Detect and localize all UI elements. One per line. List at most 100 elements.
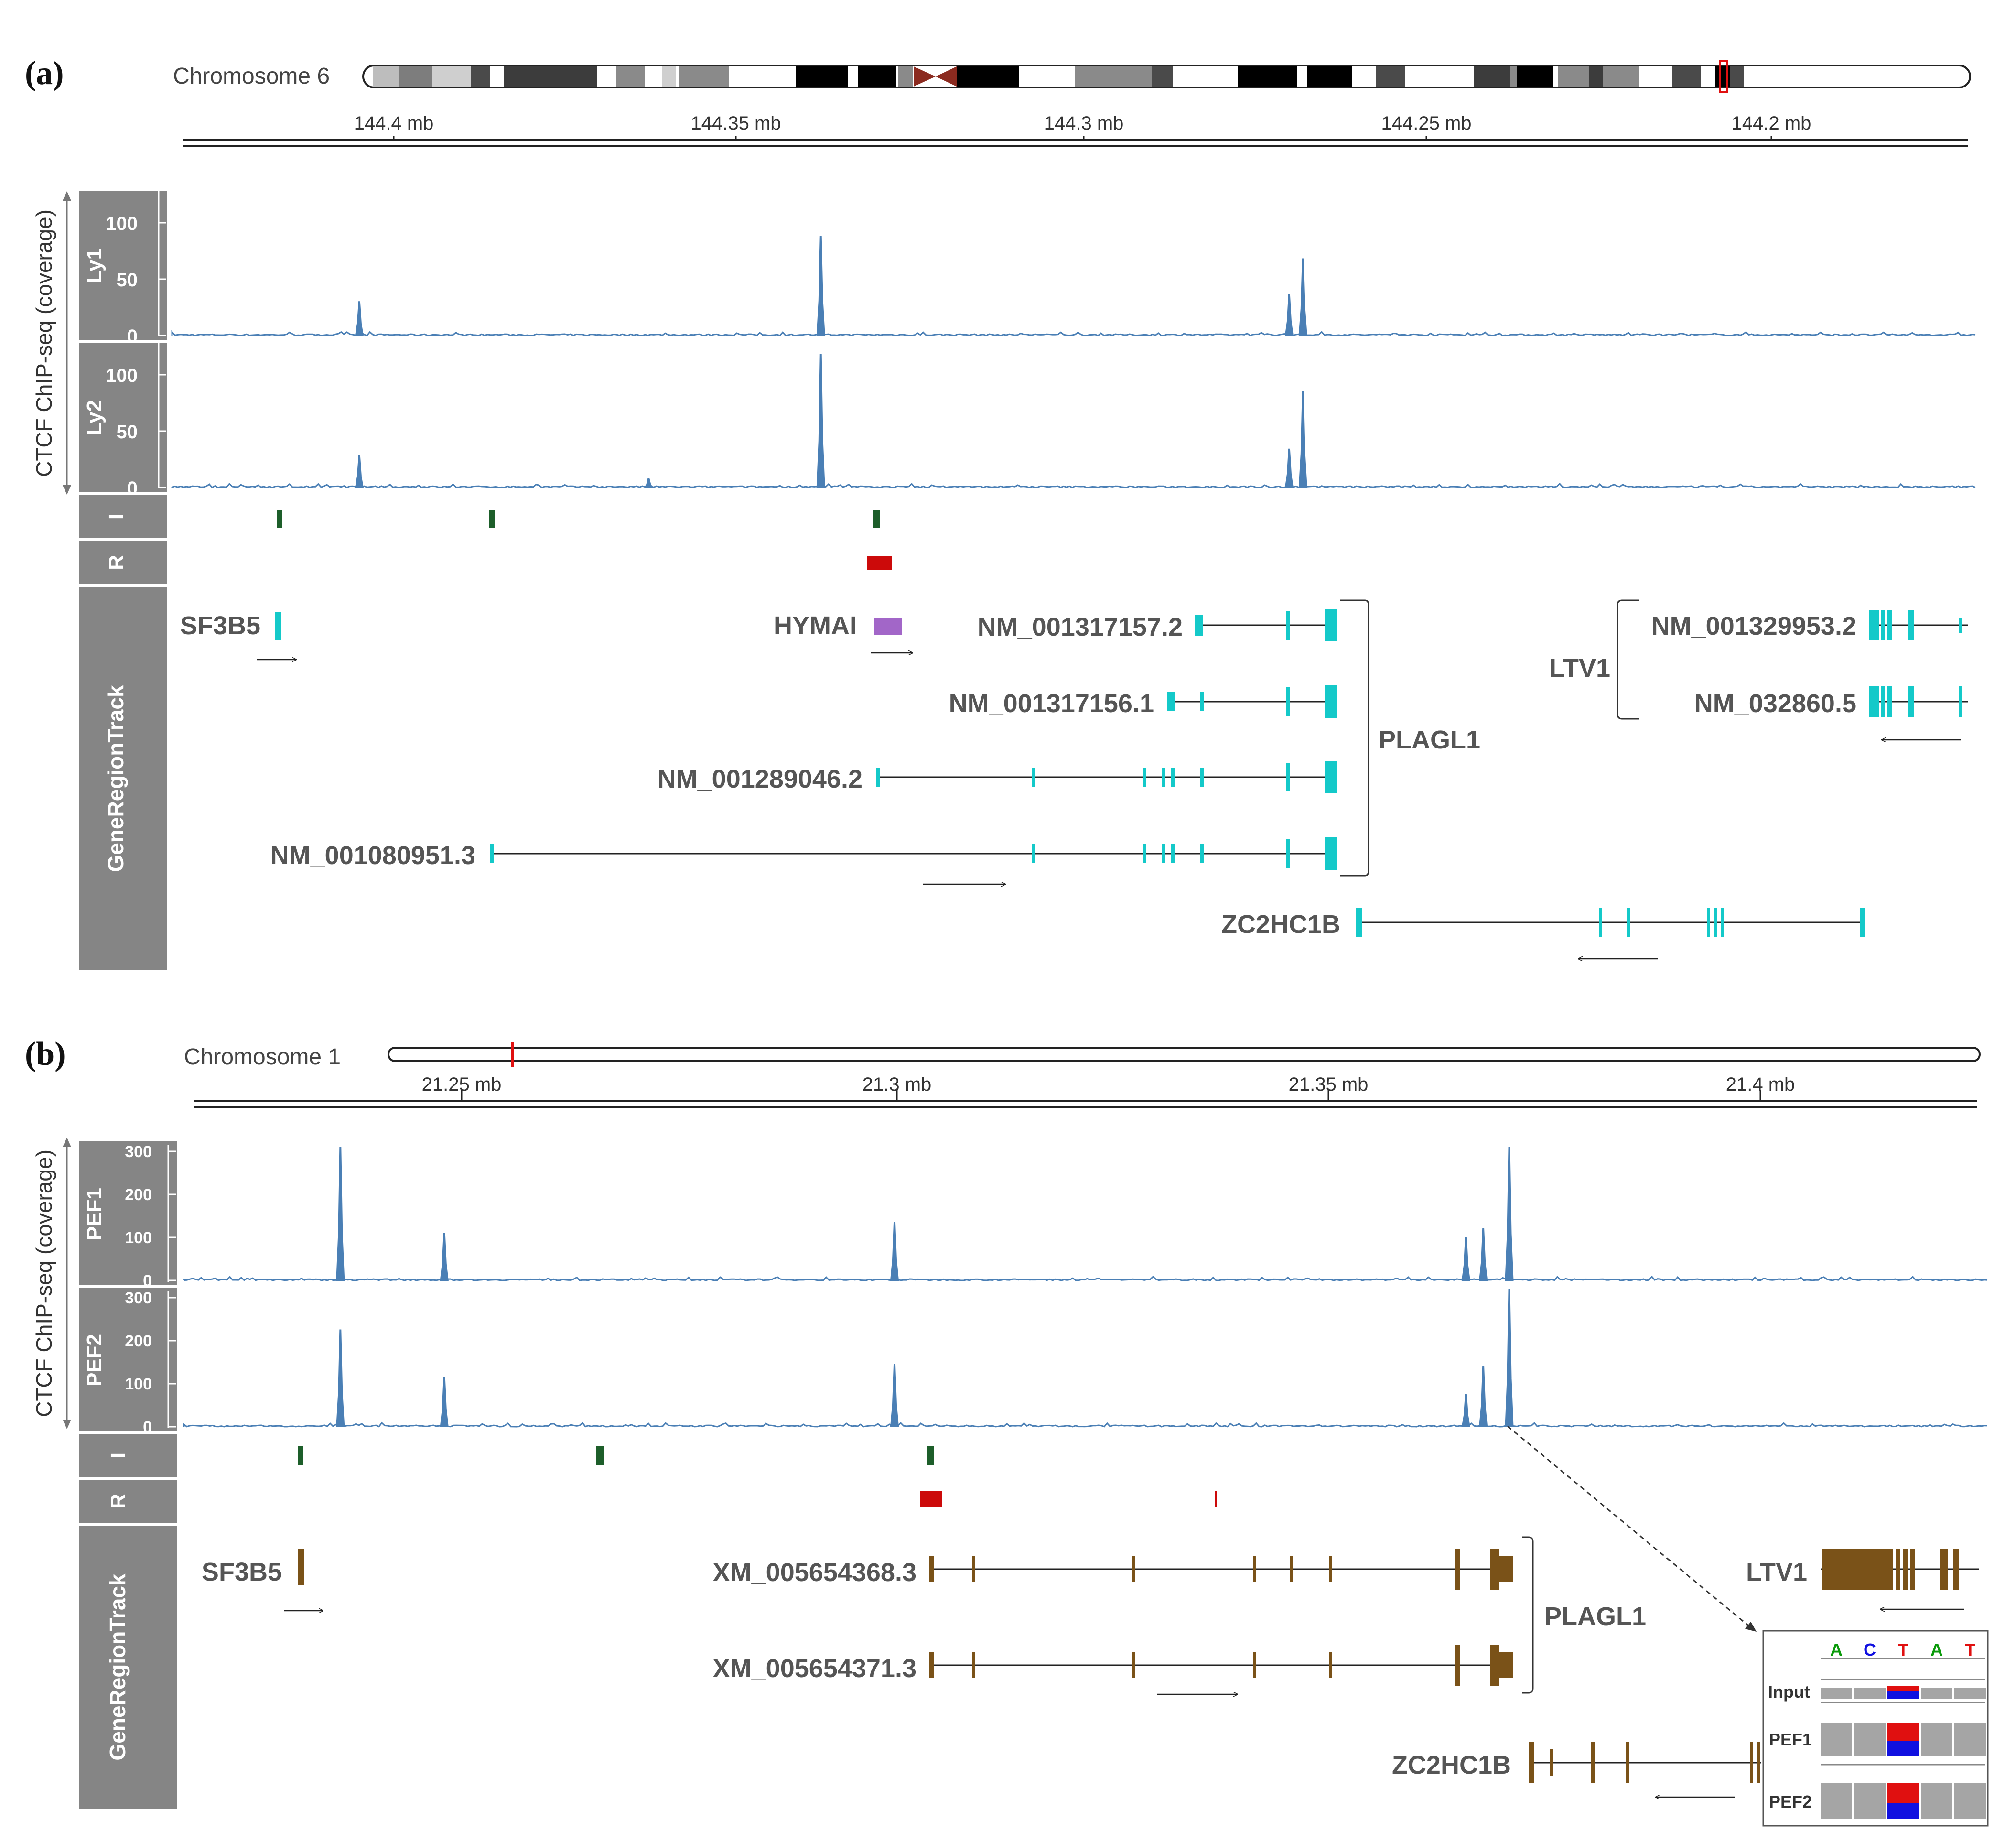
coverage-peak bbox=[336, 1329, 345, 1427]
coverage-peak bbox=[816, 451, 825, 488]
axis-tick-label: 21.4 mb bbox=[1726, 1074, 1795, 1095]
gene-label-zc2hc1b: ZC2HC1B bbox=[1392, 1751, 1511, 1779]
coverage-peak bbox=[440, 1377, 449, 1427]
track-label-box-r bbox=[79, 1480, 177, 1523]
panel-b-label: (b) bbox=[25, 1036, 66, 1073]
track-name-i: I bbox=[105, 514, 128, 520]
coverage-peak bbox=[1284, 448, 1294, 488]
y-axis-arrow-a bbox=[63, 191, 71, 495]
peak-i-mark bbox=[298, 1446, 303, 1465]
track-label-box-ly1 bbox=[79, 191, 167, 340]
track-name-r: R bbox=[107, 1494, 130, 1509]
transcript-label: XM_005654371.3 bbox=[713, 1654, 916, 1683]
coverage-baseline bbox=[171, 330, 1976, 336]
coverage-ly1 bbox=[171, 236, 1976, 336]
coverage-peak bbox=[355, 455, 364, 488]
coverage-peak bbox=[890, 1222, 899, 1281]
gene-label-sf3b5: SF3B5 bbox=[180, 611, 260, 640]
gene-label-ltv1: LTV1 bbox=[1746, 1558, 1807, 1586]
inset-pointer-arrowhead bbox=[1745, 1622, 1757, 1632]
inset-base: T bbox=[1965, 1640, 1975, 1659]
axis-tick-label: 21.35 mb bbox=[1289, 1074, 1369, 1095]
peak-r-mark bbox=[867, 556, 892, 570]
y-ticks-pef1 bbox=[167, 1145, 176, 1282]
gene-models-a bbox=[257, 599, 1968, 959]
coverage-peak bbox=[1505, 1289, 1514, 1427]
gene-label-zc2hc1b: ZC2HC1B bbox=[1221, 910, 1340, 939]
inset-pointer bbox=[1507, 1425, 1749, 1627]
track-label-box-i bbox=[79, 1434, 177, 1477]
track-name-pef1: PEF1 bbox=[83, 1188, 106, 1240]
chromosome-1-label: Chromosome 1 bbox=[184, 1044, 341, 1070]
peak-r-mark bbox=[920, 1491, 942, 1507]
y-axis-title-a: CTCF ChIP-seq (coverage) bbox=[32, 209, 56, 477]
coverage-baseline bbox=[183, 1421, 1988, 1428]
coverage-peak bbox=[1479, 1228, 1488, 1281]
axis-tick-label: 144.2 mb bbox=[1732, 113, 1811, 134]
transcript-label: NM_001329953.2 bbox=[1651, 612, 1856, 640]
coverage-ly2 bbox=[171, 354, 1976, 488]
chromosome-1-ideogram bbox=[388, 1042, 1981, 1067]
panel-a-label: (a) bbox=[25, 55, 64, 92]
gene-label-plagl1: PLAGL1 bbox=[1544, 1602, 1646, 1631]
y-tick-label: 0 bbox=[127, 478, 138, 499]
track-name-i: I bbox=[107, 1453, 130, 1458]
peak-i-mark bbox=[927, 1446, 934, 1465]
y-tick-label: 100 bbox=[125, 1229, 152, 1247]
coverage-peak bbox=[890, 1364, 899, 1427]
y-tick-label: 0 bbox=[127, 326, 138, 347]
axis-tick-label: 144.25 mb bbox=[1381, 113, 1471, 134]
inset-base: T bbox=[1898, 1640, 1908, 1659]
y-tick-label: 200 bbox=[125, 1186, 152, 1204]
track-name-ly2: Ly2 bbox=[83, 400, 106, 435]
inset-row-label: PEF1 bbox=[1769, 1730, 1812, 1749]
peak-i-mark bbox=[873, 510, 880, 528]
peak-r-mark bbox=[1215, 1491, 1217, 1507]
track-name-r: R bbox=[105, 555, 128, 570]
axis-tick-label: 144.3 mb bbox=[1044, 113, 1124, 134]
transcript-label: XM_005654368.3 bbox=[713, 1558, 916, 1587]
inset-row-label: PEF2 bbox=[1769, 1792, 1812, 1811]
coverage-baseline bbox=[171, 482, 1976, 488]
y-axis-arrow-b bbox=[63, 1138, 71, 1429]
inset-base: C bbox=[1864, 1640, 1876, 1659]
coverage-peak bbox=[355, 301, 364, 336]
axis-tick-label: 144.4 mb bbox=[354, 113, 434, 134]
y-ticks-ly2 bbox=[158, 343, 166, 488]
track-label-box-pef1 bbox=[79, 1141, 177, 1285]
peak-i-mark bbox=[596, 1446, 604, 1465]
transcript-label: NM_001317156.1 bbox=[949, 689, 1154, 718]
axis-tick-label: 21.3 mb bbox=[862, 1074, 932, 1095]
y-tick-label: 300 bbox=[125, 1143, 152, 1161]
genome-axis-a bbox=[183, 136, 1968, 147]
gene-track-label-a: GeneRegionTrack bbox=[103, 685, 128, 872]
coverage-baseline bbox=[183, 1275, 1988, 1281]
axis-tick-label: 21.25 mb bbox=[422, 1074, 502, 1095]
coverage-peak bbox=[336, 1147, 345, 1281]
transcript-label: NM_001080951.3 bbox=[270, 841, 475, 870]
track-name-ly1: Ly1 bbox=[83, 248, 106, 283]
coverage-peak bbox=[816, 301, 825, 336]
inset-base: A bbox=[1930, 1640, 1943, 1659]
y-axis-title-b: CTCF ChIP-seq (coverage) bbox=[32, 1149, 56, 1417]
y-tick-label: 0 bbox=[143, 1418, 152, 1436]
coverage-peak bbox=[1298, 258, 1307, 336]
y-tick-label: 200 bbox=[125, 1332, 152, 1350]
y-tick-label: 100 bbox=[125, 1375, 152, 1393]
track-label-box-gene bbox=[79, 587, 167, 970]
inset-row-label: Input bbox=[1768, 1682, 1810, 1702]
axis-tick-label: 144.35 mb bbox=[690, 113, 781, 134]
y-ticks-ly1 bbox=[158, 191, 166, 336]
gene-label-plagl1: PLAGL1 bbox=[1379, 726, 1480, 754]
y-tick-label: 50 bbox=[117, 270, 138, 291]
coverage-peak bbox=[1298, 391, 1307, 488]
transcript-label: NM_001289046.2 bbox=[658, 765, 862, 793]
peak-i-mark bbox=[277, 510, 282, 528]
sequence-inset bbox=[1762, 1630, 1989, 1827]
y-tick-label: 100 bbox=[106, 213, 138, 234]
gene-label-hymai: HYMAI bbox=[774, 611, 857, 640]
gene-track-label-b: GeneRegionTrack bbox=[105, 1573, 130, 1761]
coverage-peak bbox=[1479, 1366, 1488, 1427]
transcript-label: NM_001317157.2 bbox=[978, 613, 1183, 641]
inset-base: A bbox=[1830, 1640, 1843, 1659]
